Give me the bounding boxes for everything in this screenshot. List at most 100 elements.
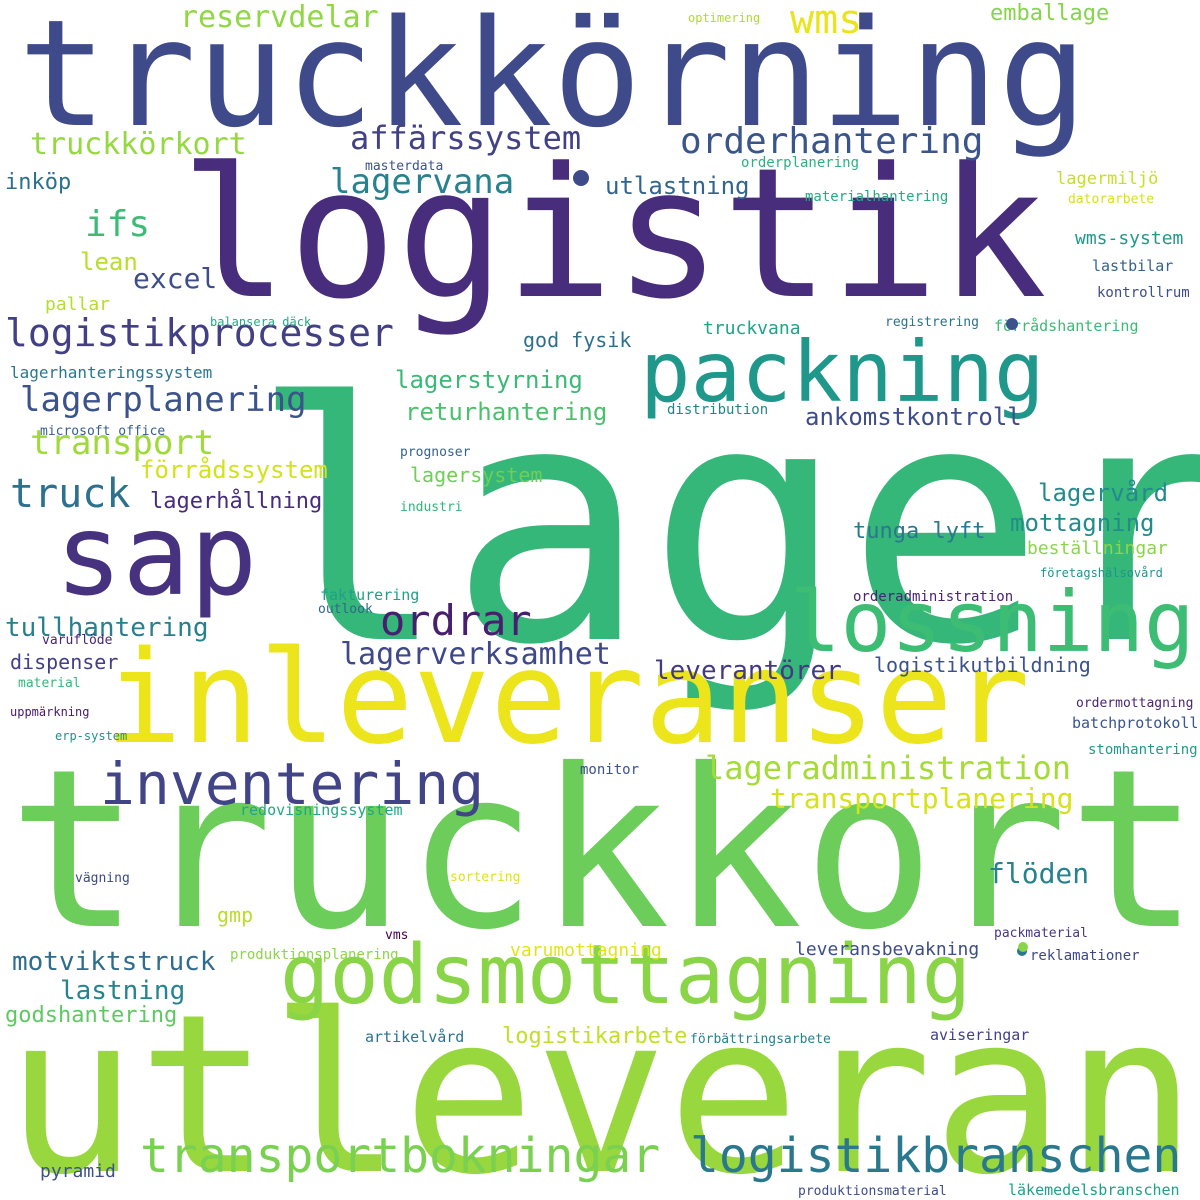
word: excel [133, 262, 218, 295]
word: transportplanering [770, 782, 1074, 815]
word: inköp [5, 170, 72, 195]
word: artikelvård [365, 1028, 465, 1046]
word: truckkörkort [30, 127, 247, 162]
word: wms-system [1075, 228, 1184, 249]
word: logistik [180, 130, 1047, 339]
word: industri [400, 500, 463, 515]
word: logistikutbildning [874, 653, 1091, 677]
word: utleveranser [5, 967, 1200, 1200]
word: lossning [790, 573, 1195, 671]
word: lastbilar [1092, 257, 1174, 275]
word: lagerhanteringssystem [10, 363, 213, 382]
word: emballage [990, 1, 1110, 26]
word: lagerverksamhet [340, 637, 611, 672]
word: truckvana [703, 318, 801, 339]
word: förrådshantering [994, 317, 1139, 335]
word: truckkort [8, 722, 1200, 978]
word: optimering [688, 11, 761, 25]
word: reklamationer [1030, 948, 1140, 964]
word: ankomstkontroll [805, 403, 1022, 431]
word: företagshälsovård [1040, 566, 1163, 580]
word: utlastning [605, 172, 750, 200]
word: lagervana [330, 162, 515, 202]
word: orderplanering [741, 155, 860, 171]
word: ifs [85, 204, 151, 245]
word: outlook [318, 602, 373, 617]
word: leveransbevakning [795, 939, 980, 960]
word: inventering [100, 750, 485, 818]
word: produktionsplanering [230, 947, 399, 963]
word: erp-system [55, 729, 128, 743]
word: lean [80, 248, 138, 276]
word: logistikprocesser [5, 311, 394, 355]
dot-mark [573, 170, 589, 186]
word: materialhantering [805, 189, 949, 205]
word: tullhantering [5, 613, 209, 643]
dot-mark [1018, 942, 1028, 952]
word: sap [55, 491, 258, 621]
word: logistikbranschen [690, 1128, 1182, 1184]
word: motviktstruck [12, 947, 216, 977]
word: tunga lyft [853, 519, 986, 544]
word: batchprotokoll [1072, 714, 1199, 732]
word: material [18, 676, 81, 691]
word: kontrollrum [1097, 285, 1190, 301]
word: godshantering [5, 1003, 178, 1028]
word: registrering [885, 315, 979, 330]
word: dispenser [10, 650, 119, 674]
word: gmp [217, 903, 254, 927]
word: wms [790, 0, 863, 43]
word: lagerstyrning [395, 366, 583, 394]
word: aviseringar [930, 1026, 1030, 1044]
word: logistikarbete [502, 1024, 688, 1049]
word: beställningar [1027, 538, 1168, 559]
word: flöden [988, 857, 1090, 890]
word: varuflöde [42, 633, 113, 648]
word: lagerhållning [150, 489, 323, 514]
word: förrådssystem [140, 456, 328, 484]
word: sortering [450, 870, 521, 885]
word: läkemedelsbranschen [1008, 1181, 1180, 1199]
word: vägning [75, 871, 130, 886]
word: varumottagning [510, 940, 662, 961]
word: fakturering [320, 586, 420, 604]
word: förbättringsarbete [690, 1032, 831, 1047]
word: transportbokningar [140, 1128, 661, 1184]
word: mottagning [1010, 509, 1155, 537]
word: ordrar [380, 596, 532, 645]
word: reservdelar [180, 0, 379, 35]
word: uppmärkning [10, 705, 90, 719]
word: ordermottagning [1076, 696, 1194, 711]
word: orderhantering [680, 121, 984, 162]
word: packning [640, 323, 1045, 421]
word: produktionsmaterial [798, 1184, 947, 1199]
word: truckkörning [18, 0, 1088, 160]
word: packmaterial [994, 926, 1088, 941]
word: transport [30, 423, 215, 463]
word: stomhantering [1088, 742, 1198, 758]
word: lagerplanering [20, 380, 307, 420]
word: truck [10, 471, 131, 517]
word: inleveranser [105, 624, 1030, 773]
word: microsoft office [40, 424, 166, 439]
word: godsmottagning [280, 928, 972, 1023]
word: returhantering [405, 398, 608, 426]
word: lagersystem [410, 463, 543, 487]
word: vms [385, 928, 409, 943]
word: prognoser [400, 445, 471, 460]
word: lager [250, 333, 1200, 717]
word: monitor [580, 762, 640, 778]
word: orderadministration [853, 589, 1014, 605]
word: lagermiljö [1056, 169, 1159, 189]
word: datorarbete [1068, 192, 1155, 207]
dot-mark [1006, 318, 1018, 330]
word: balansera däck [210, 315, 312, 329]
word: leverantörer [654, 656, 842, 686]
word: masterdata [365, 159, 444, 174]
word: god fysik [523, 328, 632, 352]
word: affärssystem [350, 119, 582, 157]
word: distribution [667, 402, 769, 418]
word: pyramid [40, 1161, 116, 1182]
word: lagervård [1038, 479, 1169, 507]
